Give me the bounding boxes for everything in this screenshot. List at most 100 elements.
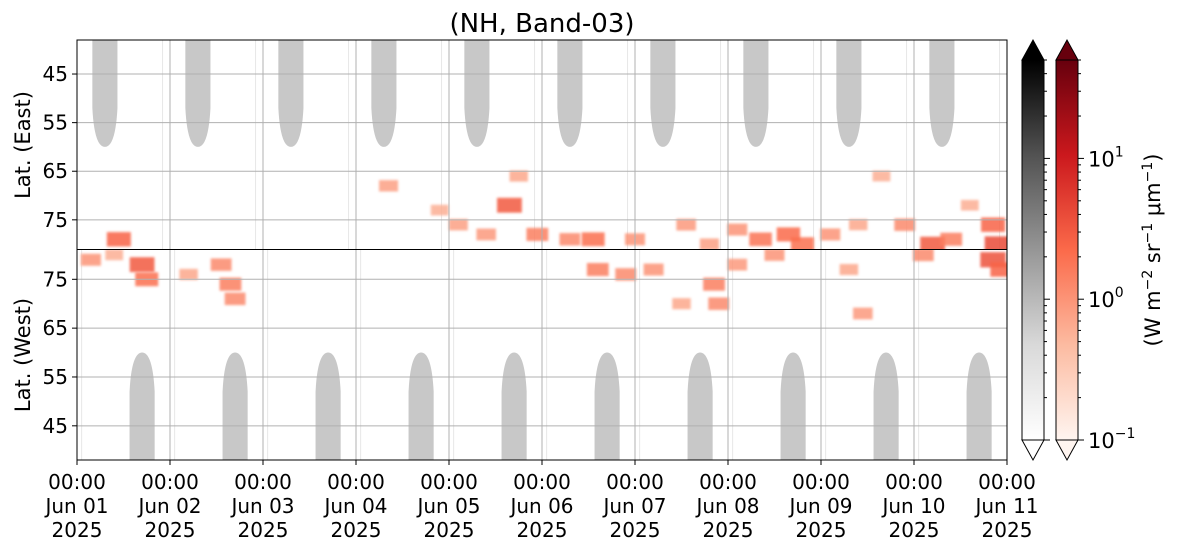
east-emission-patch-4 (448, 218, 468, 231)
west-emission-patch-42 (764, 250, 785, 261)
east-emission-patch-21 (894, 218, 916, 231)
east-emission-patch-19 (848, 219, 868, 231)
colorbar-tick-label: 101 (1088, 144, 1124, 171)
west-daylight-region-2 (222, 352, 248, 460)
east-emission-patch-13 (699, 238, 719, 249)
east-daylight-region-3 (278, 40, 304, 147)
x-axis-ticks: 00:00 Jun 01 2025 00:00 Jun 02 2025 00:00 Jun 0… (43, 460, 1039, 542)
west-emission-patch-29 (129, 257, 155, 273)
gray-colorbar-extend-max (1021, 38, 1045, 61)
y-tick-label: 45 (43, 414, 68, 438)
x-tick-label: 00:00 Jun 02 2025 (136, 470, 201, 542)
west-emission-patch-32 (210, 258, 232, 271)
east-emission-patch-12 (676, 218, 696, 231)
east-emission-patch-26 (984, 236, 1007, 249)
colorbars (1021, 38, 1079, 462)
east-panel (92, 40, 1007, 249)
x-tick-label: 00:00 Jun 07 2025 (601, 470, 666, 542)
east-daylight-region-8 (743, 40, 769, 147)
west-emission-patch-40 (708, 297, 730, 310)
west-emission-patch-45 (912, 250, 934, 262)
west-emission-patch-47 (990, 262, 1007, 277)
grid-lines (77, 40, 1007, 460)
x-tick-label: 00:00 Jun 09 2025 (787, 470, 852, 542)
x-tick-label: 00:00 Jun 01 2025 (43, 470, 108, 542)
east-emission-patch-22 (920, 236, 945, 249)
x-tick-label: 00:00 Jun 08 2025 (694, 470, 759, 542)
y-tick-label: 65 (43, 159, 68, 183)
x-tick-label: 00:00 Jun 03 2025 (229, 470, 294, 542)
west-emission-patch-41 (727, 258, 748, 271)
east-emission-patch-15 (749, 232, 772, 247)
east-emission-patch-23 (940, 232, 963, 246)
reds-colorbar-extend-max (1055, 38, 1079, 61)
east-emission-patch-2 (379, 180, 399, 192)
west-emission-patch-31 (179, 268, 198, 280)
chart-title: (NH, Band-03) (449, 9, 634, 39)
east-daylight-region-7 (650, 40, 676, 147)
x-tick-label: 00:00 Jun 06 2025 (508, 470, 573, 542)
west-daylight-region-9 (873, 352, 899, 460)
east-emission-patch-17 (790, 237, 814, 249)
west-emission-patch-35 (586, 263, 609, 277)
east-emission-patch-8 (526, 227, 549, 241)
west-emission-patch-44 (853, 307, 873, 320)
west-daylight-region-1 (129, 352, 155, 460)
west-emission-patch-39 (703, 277, 725, 291)
east-daylight-region-9 (836, 40, 862, 147)
west-emission-patch-38 (672, 298, 691, 310)
x-tick-label: 00:00 Jun 10 2025 (880, 470, 945, 542)
west-daylight-region-4 (408, 352, 434, 460)
gray-colorbar (1021, 59, 1045, 441)
y-tick-label: 55 (43, 111, 68, 135)
east-emission-patch-3 (430, 204, 449, 216)
east-emission-patch-6 (497, 197, 522, 213)
east-emission-patch-10 (581, 232, 605, 247)
east-daylight-region-2 (185, 40, 211, 147)
west-panel (80, 250, 1007, 460)
west-ylabel: Lat. (West) (11, 298, 35, 412)
gray-colorbar-extend-min (1021, 439, 1045, 462)
east-daylight-region-4 (371, 40, 397, 147)
west-daylight-region-3 (315, 352, 341, 460)
y-tick-label: 45 (43, 62, 68, 86)
x-tick-label: 00:00 Jun 04 2025 (322, 470, 387, 542)
west-emission-patch-36 (615, 268, 637, 281)
west-daylight-region-7 (687, 352, 713, 460)
west-emission-patch-33 (219, 277, 242, 291)
west-daylight-region-5 (501, 352, 527, 460)
x-tick-label: 00:00 Jun 11 2025 (973, 470, 1038, 542)
y-tick-label: 55 (43, 365, 68, 389)
y-tick-label: 65 (43, 316, 68, 340)
east-daylight-region-5 (464, 40, 490, 147)
east-emission-patch-1 (106, 232, 131, 247)
east-emission-patch-9 (559, 233, 581, 246)
west-daylight-region-10 (966, 352, 992, 460)
east-daylight-region-10 (929, 40, 955, 147)
west-daylight-region-6 (594, 352, 620, 460)
east-emission-patch-5 (476, 228, 496, 241)
east-emission-patch-14 (727, 223, 748, 236)
west-emission-patch-27 (80, 253, 101, 266)
colorbar-label: (W m−2 sr−1 μm−1) (1140, 154, 1165, 347)
x-tick-label: 00:00 Jun 05 2025 (415, 470, 480, 542)
east-emission-patch-18 (820, 228, 841, 241)
west-emission-patch-37 (643, 263, 664, 276)
colorbar-tick-label: 10−1 (1088, 426, 1135, 453)
colorbar-tick-label: 100 (1088, 285, 1124, 312)
colorbar-ticks: 101 100 10−1 (1044, 59, 1135, 453)
east-daylight-region-6 (557, 40, 583, 147)
west-emission-patch-34 (224, 292, 246, 306)
reds-colorbar (1055, 59, 1079, 441)
east-emission-patch-24 (960, 199, 979, 211)
east-emission-patch-25 (981, 217, 1006, 232)
y-tick-label: 75 (43, 267, 68, 291)
west-daylight-region-8 (780, 352, 806, 460)
east-ylabel: Lat. (East) (11, 91, 35, 199)
east-daylight-region-1 (92, 40, 118, 147)
east-emission-patch-7 (509, 170, 528, 182)
y-axis-ticks: 45 55 65 75 75 65 55 45 (43, 62, 77, 438)
east-emission-patch-20 (872, 170, 891, 182)
